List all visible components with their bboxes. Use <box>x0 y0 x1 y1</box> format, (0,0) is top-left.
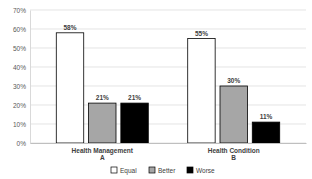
y-tick: 30% <box>13 83 30 90</box>
bar <box>89 103 116 143</box>
grid-line <box>30 10 306 11</box>
y-tick-label: 30% <box>13 83 26 90</box>
legend-item: Equal <box>111 167 137 175</box>
x-tick: Health ConditionB <box>208 143 260 161</box>
data-label: 21% <box>128 94 141 101</box>
y-tick-label: 70% <box>13 7 26 14</box>
legend-label: Better <box>158 167 176 174</box>
legend-item: Worse <box>187 167 215 174</box>
bar <box>56 33 83 143</box>
y-tick: 40% <box>13 64 30 71</box>
y-tick: 70% <box>13 7 30 14</box>
bars <box>56 33 279 143</box>
y-axis: 0% 10% 20% 30% 40% 50% 60% 70% <box>13 7 31 147</box>
y-tick-label: 10% <box>13 121 26 128</box>
x-axis-line <box>31 143 307 144</box>
grid <box>30 10 306 143</box>
x-tick-label: Health ManagementA <box>72 147 134 161</box>
bar <box>121 103 148 143</box>
x-tick: Health ManagementA <box>72 143 134 161</box>
y-tick-label: 20% <box>13 102 26 109</box>
y-tick: 60% <box>13 26 30 33</box>
y-tick-label: 40% <box>13 64 26 71</box>
legend-swatch <box>111 167 117 173</box>
x-axis: Health ManagementA Health ConditionB <box>31 143 307 161</box>
plot: 0% 10% 20% 30% 40% 50% 60% 70% 58% 55% 21% 30% 21% 11… <box>13 7 307 162</box>
chart: 0% 10% 20% 30% 40% 50% 60% 70% 58% 55% 21% 30% 21% 11… <box>0 0 312 179</box>
y-tick: 0% <box>17 140 30 147</box>
y-tick-label: 0% <box>17 140 27 147</box>
legend-item: Better <box>149 167 176 174</box>
legend: Equal Better Worse <box>111 167 215 175</box>
data-label: 58% <box>63 24 76 31</box>
data-label: 21% <box>96 94 109 101</box>
legend-swatch <box>149 167 155 173</box>
y-tick: 50% <box>13 45 30 52</box>
y-tick: 10% <box>13 121 30 128</box>
bar <box>220 86 247 143</box>
legend-label: Worse <box>196 167 215 174</box>
legend-swatch <box>187 167 193 173</box>
y-tick-label: 50% <box>13 45 26 52</box>
legend-label: Equal <box>120 167 137 175</box>
bar <box>188 39 215 144</box>
y-axis-line <box>30 11 31 144</box>
data-label: 11% <box>260 113 273 120</box>
y-tick-label: 60% <box>13 26 26 33</box>
bar <box>252 122 279 143</box>
data-label: 30% <box>227 77 240 84</box>
data-label: 55% <box>195 30 208 37</box>
x-tick-label: Health ConditionB <box>208 147 260 161</box>
data-labels: 58% 55% 21% 30% 21% 11% <box>63 24 272 120</box>
y-tick: 20% <box>13 102 30 109</box>
